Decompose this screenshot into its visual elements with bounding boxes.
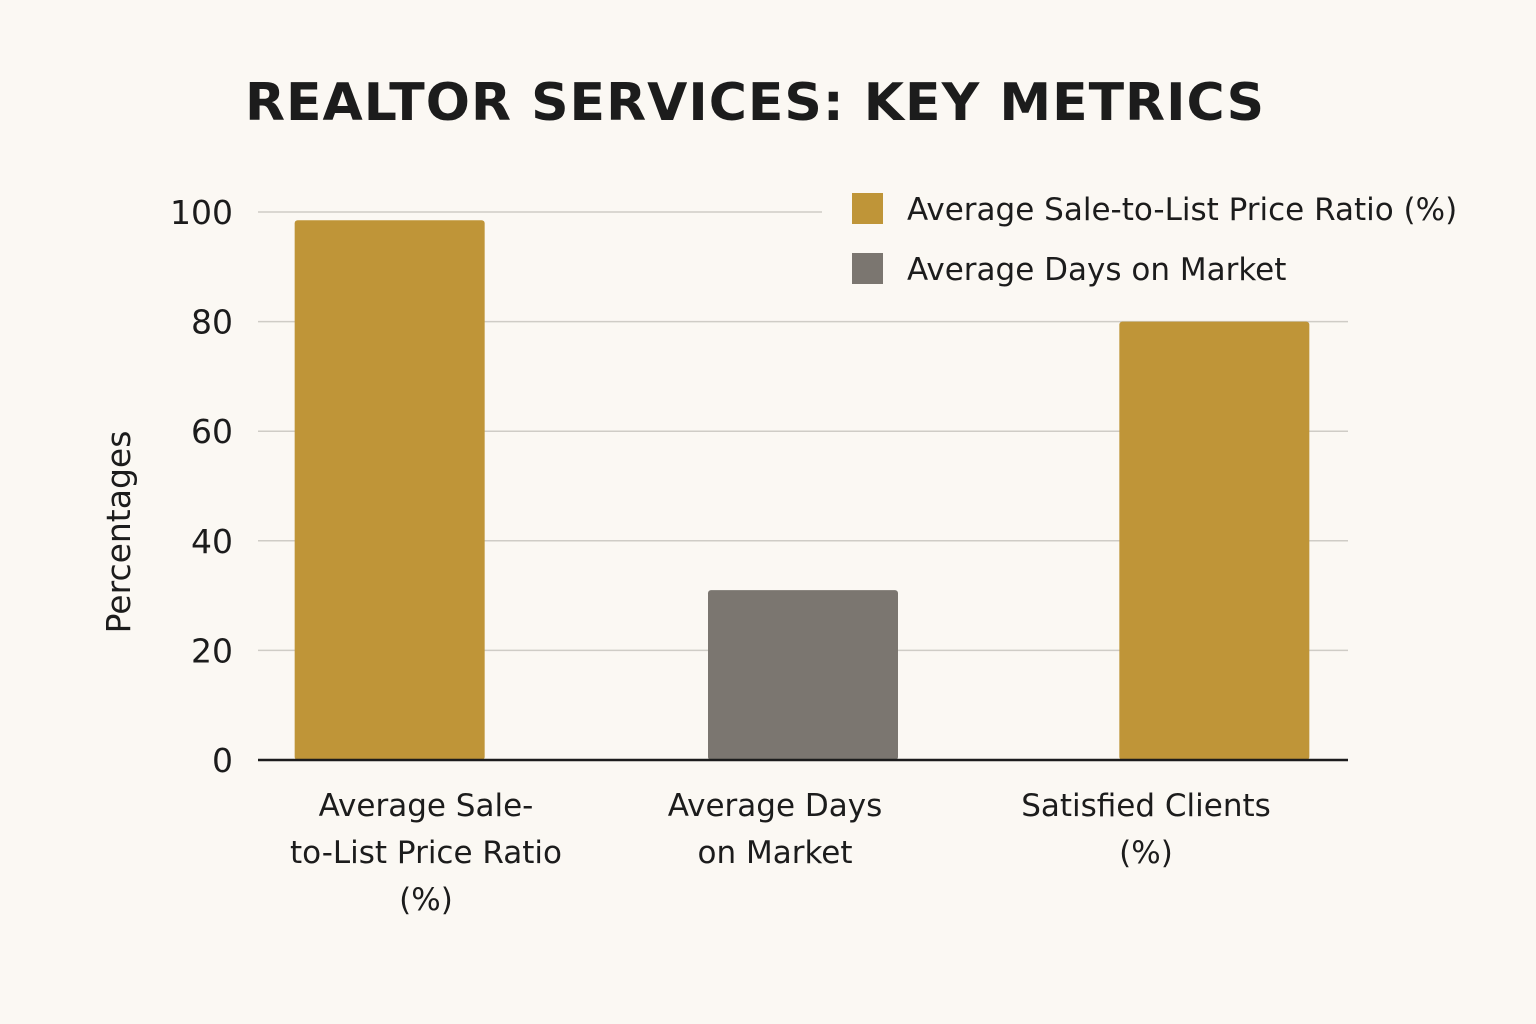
category-label-line: Average Days — [668, 788, 883, 824]
y-tick-label: 40 — [191, 522, 233, 561]
y-tick-label: 60 — [191, 412, 233, 451]
legend: Average Sale-to-List Price Ratio (%) Aver… — [852, 192, 1457, 288]
legend-label: Average Days on Market — [907, 252, 1286, 288]
category-label: Average Days on Market — [668, 788, 883, 871]
category-label-line: (%) — [1119, 835, 1173, 871]
category-label: Average Sale-to-List Price Ratio (%) — [290, 788, 562, 918]
category-label-line: Satisfied Clients — [1021, 788, 1271, 824]
y-tick-label: 0 — [212, 741, 233, 780]
bar-2 — [1119, 321, 1310, 760]
chart-title: REALTOR SERVICES: KEY METRICS — [245, 73, 1265, 133]
y-axis-label: Percentages — [99, 431, 138, 634]
legend-swatch — [852, 253, 883, 284]
category-labels: Average Sale-to-List Price Ratio (%)Avera… — [290, 788, 1271, 918]
y-tick-label: 80 — [191, 303, 233, 342]
bar-1 — [708, 590, 898, 760]
y-tick-label: 20 — [191, 631, 233, 670]
category-label-line: to-List Price Ratio — [290, 835, 562, 871]
bar-0 — [294, 220, 485, 761]
category-label-line: (%) — [399, 882, 453, 918]
category-label-line: Average Sale- — [319, 788, 534, 824]
y-tick-label: 100 — [170, 193, 233, 232]
category-label: Satisfied Clients (%) — [1021, 788, 1271, 871]
y-tick-labels: 0 20 40 60 80 100 — [170, 193, 233, 780]
bars — [294, 220, 1310, 761]
category-label-line: on Market — [697, 835, 852, 871]
legend-label: Average Sale-to-List Price Ratio (%) — [907, 192, 1457, 228]
legend-swatch — [852, 193, 883, 224]
